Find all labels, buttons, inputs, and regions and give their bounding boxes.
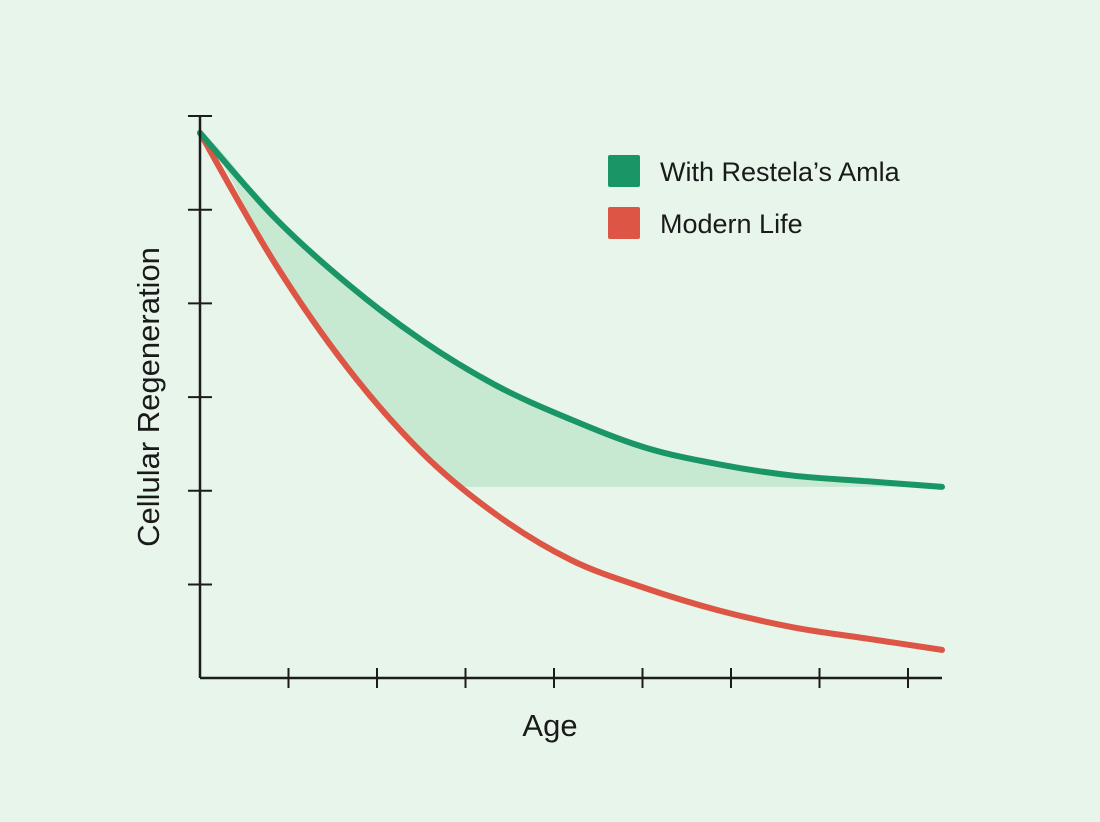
series-line-with-restelas-amla <box>197 129 945 490</box>
legend-label-with-restelas-amla: With Restela’s Amla <box>660 157 901 187</box>
x-axis-label: Age <box>522 708 577 743</box>
legend-swatch-modern-life <box>608 207 640 239</box>
legend-label-modern-life: Modern Life <box>660 209 803 239</box>
y-axis-label: Cellular Regeneration <box>131 247 166 547</box>
shaded-gap-area <box>204 135 938 487</box>
axis-ticks <box>188 115 909 688</box>
legend: With Restela’s Amla Modern Life <box>608 155 901 239</box>
legend-swatch-with-restelas-amla <box>608 155 640 187</box>
series-lines <box>197 129 945 653</box>
axes <box>198 116 942 680</box>
shaded-gap-fill <box>204 135 938 487</box>
series-line-modern-life <box>197 129 945 653</box>
